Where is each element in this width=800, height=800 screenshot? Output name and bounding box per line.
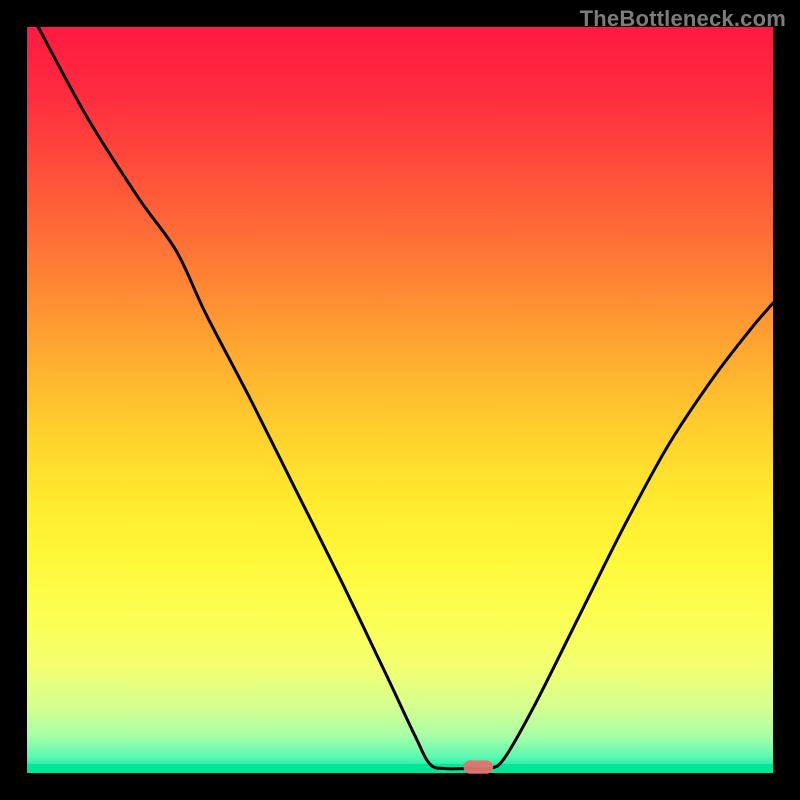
chart-container: TheBottleneck.com bbox=[0, 0, 800, 800]
plot-background bbox=[27, 27, 773, 773]
optimal-marker bbox=[463, 760, 493, 773]
baseline-band bbox=[27, 764, 773, 773]
chart-svg bbox=[0, 0, 800, 800]
